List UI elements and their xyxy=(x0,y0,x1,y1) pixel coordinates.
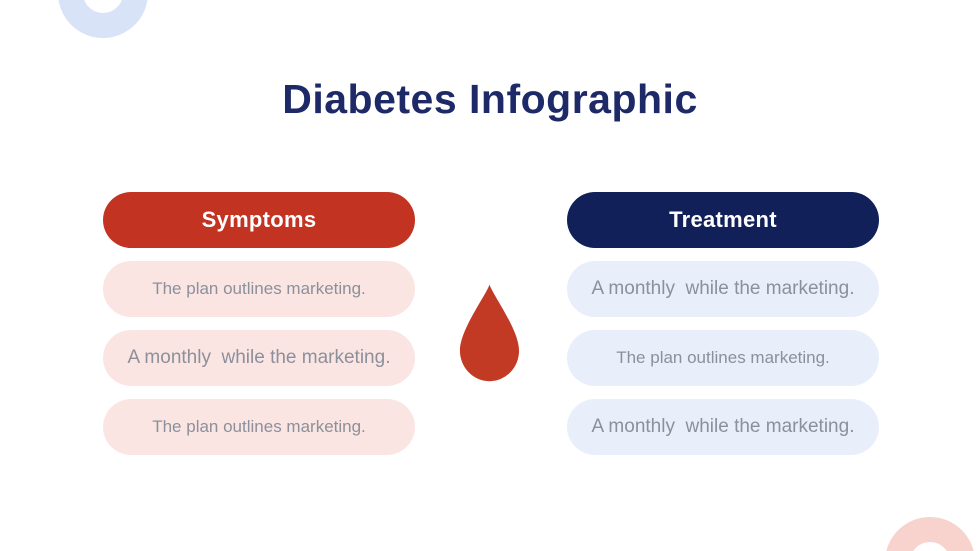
symptoms-item: A monthly while the marketing. xyxy=(103,330,415,386)
symptoms-item: The plan outlines marketing. xyxy=(103,261,415,317)
symptoms-header: Symptoms xyxy=(103,192,415,248)
treatment-column: Treatment A monthly while the marketing.… xyxy=(567,192,879,455)
ring-decoration-top-left xyxy=(58,0,148,38)
page-title: Diabetes Infographic xyxy=(282,76,698,122)
blood-drop-icon xyxy=(459,284,520,382)
treatment-header: Treatment xyxy=(567,192,879,248)
treatment-item: The plan outlines marketing. xyxy=(567,330,879,386)
treatment-item: A monthly while the marketing. xyxy=(567,261,879,317)
ring-decoration-bottom-right xyxy=(885,517,975,551)
symptoms-column: Symptoms The plan outlines marketing. A … xyxy=(103,192,415,455)
symptoms-item: The plan outlines marketing. xyxy=(103,399,415,455)
treatment-item: A monthly while the marketing. xyxy=(567,399,879,455)
